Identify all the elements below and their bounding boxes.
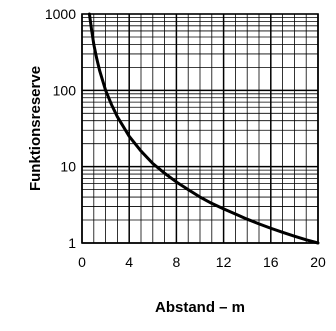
grid-lines bbox=[82, 14, 318, 243]
x-tick-label: 16 bbox=[263, 254, 279, 270]
x-axis-title: Abstand – m bbox=[155, 299, 245, 316]
x-tick-labels: 0 4 8 12 16 20 bbox=[78, 254, 326, 270]
series-curve bbox=[89, 14, 318, 243]
y-tick-labels: 1 10 100 1000 bbox=[45, 6, 76, 251]
y-tick-label: 1000 bbox=[45, 6, 76, 22]
x-tick-label: 20 bbox=[310, 254, 326, 270]
y-axis-title: Funktionsreserve bbox=[27, 66, 44, 191]
x-tick-label: 12 bbox=[216, 254, 232, 270]
x-tick-label: 8 bbox=[173, 254, 181, 270]
x-tick-label: 0 bbox=[78, 254, 86, 270]
y-tick-label: 10 bbox=[60, 159, 76, 175]
y-tick-label: 100 bbox=[53, 82, 77, 98]
x-tick-label: 4 bbox=[125, 254, 133, 270]
y-tick-label: 1 bbox=[68, 235, 76, 251]
